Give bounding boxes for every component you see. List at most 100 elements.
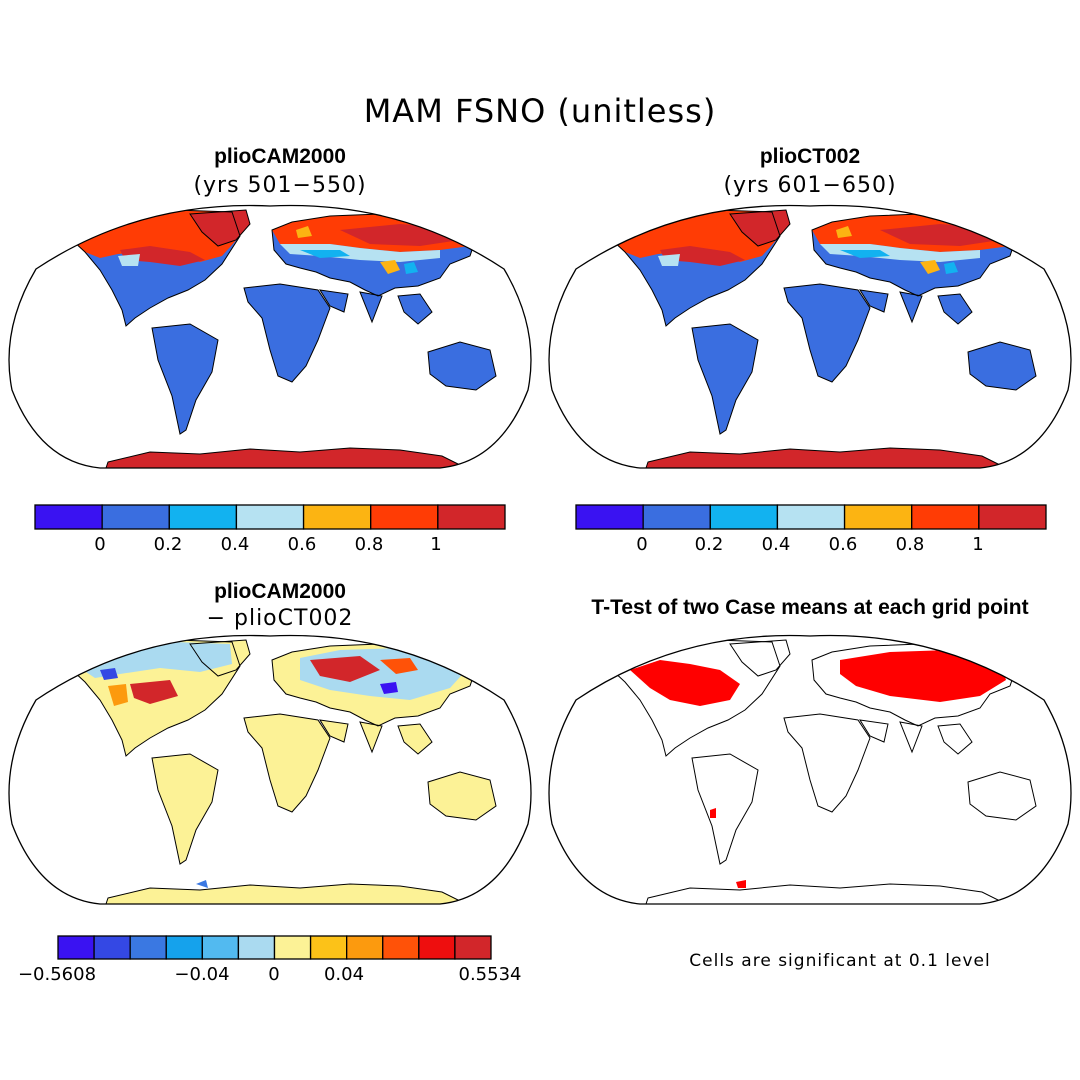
map-field [611,209,1037,469]
colorbar-panel-3 [57,935,492,960]
coastline-seasia [397,293,433,325]
colorbar-swatch [93,935,131,960]
map-significance [611,639,1037,905]
sig-south-america [710,808,716,818]
diff-na-red [130,680,178,704]
coastline-greenland [729,209,791,247]
colorbar-swatch [437,504,506,530]
land-arabia [860,290,888,312]
colorbar-swatch [302,504,372,530]
snow-transition-eu [280,244,440,262]
colorbar-panel-1 [34,504,506,530]
sig-eurasia [840,650,1006,702]
coastline-samerica [151,323,219,435]
cbar1-tick-2: 0.4 [220,534,250,555]
coastline-arabia [859,719,889,743]
coastline-australia [427,771,497,821]
coastline-namerica [611,639,781,757]
coastline-australia [427,341,497,391]
panel2-title: plioCT002 [759,145,861,168]
land-india [900,292,922,322]
panel2-subtitle: (yrs 601−650) [723,173,897,198]
significance-note: Cells are significant at 0.1 level [689,951,991,971]
coastline-australia [967,341,1037,391]
colorbar-swatch [370,504,439,530]
coastline-arabia [859,289,889,313]
figure-title: MAM FSNO (unitless) [363,92,717,130]
cbar1-tick-1: 0.2 [153,534,183,555]
snow-transition-eu [820,244,980,262]
coastline-namerica [611,209,781,327]
colorbar-swatch [709,504,779,530]
land-australia [428,772,496,820]
diff-antarctica-blue [196,880,208,888]
diff-north-america [80,642,232,678]
coastline-india [359,721,383,754]
sig-antarctica [736,880,746,888]
snow-antarctica [106,448,466,468]
snow-tibet-2 [944,262,958,274]
snow-tibet [920,260,940,274]
colorbar-panel-2 [575,504,1047,530]
colorbar-swatch [642,504,711,530]
cbar2-tick-0: 0 [636,534,648,555]
snow-scandinavia [836,226,852,238]
map-outline [548,204,1072,469]
colorbar-swatch [101,504,170,530]
land-samerica [152,754,218,864]
map-panel-3 [8,634,532,905]
coastline-samerica [691,753,759,865]
coastline-africa [783,713,871,813]
coastline-australia [967,771,1037,821]
colorbar-swatch [273,935,312,960]
coastline-seasia [397,723,433,755]
cbar2-tick-5: 1 [972,534,984,555]
coastline-seasia [937,293,973,325]
coastline-india [899,291,923,324]
colorbar-swatch [575,504,644,530]
colorbar-swatch [843,504,913,530]
land-samerica [692,324,758,434]
map-panel-2 [548,204,1072,469]
snow-transition-na [658,254,680,266]
cbar1-tick-5: 1 [430,534,442,555]
colorbar-swatch [382,935,420,960]
diff-na-orange [108,684,128,706]
land-seasia [938,294,972,324]
land-africa [784,284,870,382]
cbar2-tick-2: 0.4 [761,534,791,555]
snow-tibet-2 [404,262,418,274]
map-panel-4 [548,634,1072,905]
land-india [360,722,382,752]
panel3-subtitle: − plioCT002 [206,606,354,631]
colorbar-swatch [776,504,846,530]
cbar3-tick-3: 0.04 [323,964,365,985]
diff-eurasia-blue [380,682,398,694]
colorbar-swatch [346,935,384,960]
map-outline [548,634,1072,905]
colorbar-swatch [168,504,238,530]
land-arabia [320,290,348,312]
coastline-arabia [319,289,349,313]
colorbar-swatch [978,504,1047,530]
land-australia [428,342,496,390]
colorbar-swatch [235,504,305,530]
cbar3-tick-1: −0.04 [174,964,230,985]
diff-eurasia-red [310,656,380,682]
coastline-namerica [71,209,241,327]
diff-na-blue [100,668,118,680]
colorbar-swatch [237,935,276,960]
cbar2-tick-4: 0.8 [895,534,925,555]
land-africa [244,284,330,382]
snow-tibet [380,260,400,274]
colorbar-swatch [57,935,95,960]
coastline-arabia [319,719,349,743]
coastline-india [359,291,383,324]
colorbar-swatch [129,935,167,960]
snow-transition-na [118,254,140,266]
cbar1-tick-3: 0.6 [287,534,317,555]
snow-cyan-eu [840,250,890,258]
cbar2-tick-3: 0.6 [828,534,858,555]
land-seasia [398,294,432,324]
